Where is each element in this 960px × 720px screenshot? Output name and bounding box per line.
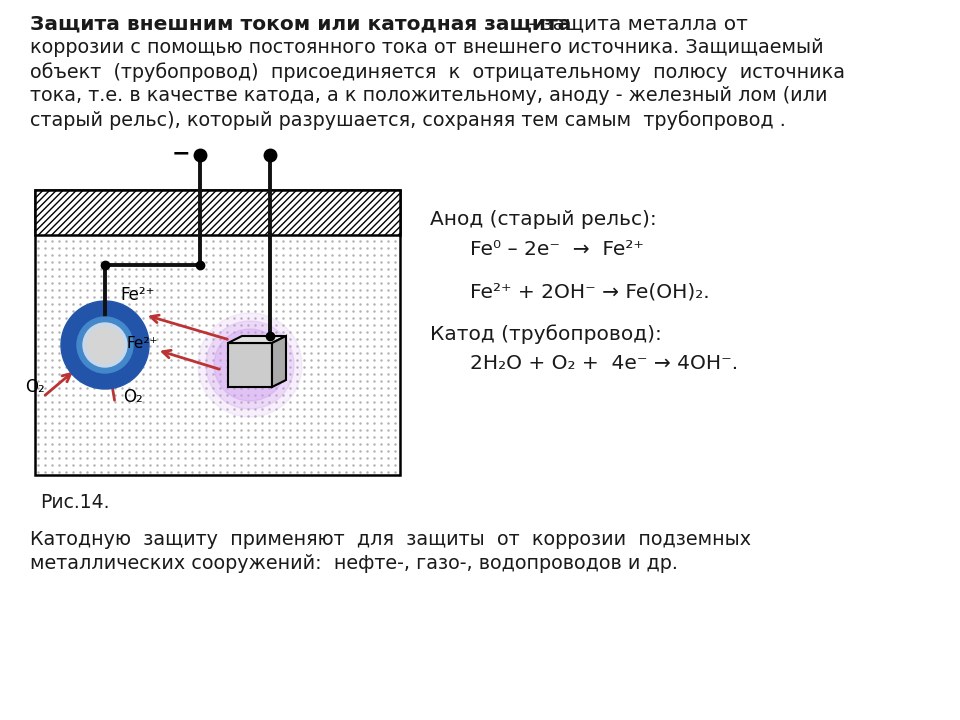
Text: Fe²⁺: Fe²⁺ — [120, 286, 155, 304]
Text: Fe²⁺ + 2OH⁻ → Fe(OH)₂.: Fe²⁺ + 2OH⁻ → Fe(OH)₂. — [470, 282, 709, 301]
Bar — [35, 190, 400, 475]
Text: Защита внешним током или катодная защита: Защита внешним током или катодная защита — [30, 14, 571, 33]
Text: - защита металла от: - защита металла от — [522, 14, 748, 33]
Text: тока, т.е. в качестве катода, а к положительному, аноду - железный лом (или: тока, т.е. в качестве катода, а к положи… — [30, 86, 828, 105]
Text: объект  (трубопровод)  присоединяется  к  отрицательному  полюсу  источника: объект (трубопровод) присоединяется к от… — [30, 62, 845, 81]
Bar — [35, 190, 400, 235]
Text: Fe²⁺: Fe²⁺ — [127, 336, 158, 351]
Bar — [228, 343, 272, 387]
Circle shape — [77, 317, 133, 373]
Circle shape — [198, 313, 302, 417]
Circle shape — [61, 301, 149, 389]
Text: Fe⁰ – 2e⁻  →  Fe²⁺: Fe⁰ – 2e⁻ → Fe²⁺ — [470, 240, 644, 259]
Text: −: − — [172, 143, 190, 163]
Text: Катод (трубопровод):: Катод (трубопровод): — [430, 324, 661, 343]
Text: Катодную  защиту  применяют  для  защиты  от  коррозии  подземных: Катодную защиту применяют для защиты от … — [30, 530, 751, 549]
Circle shape — [214, 329, 286, 401]
Circle shape — [87, 327, 123, 363]
Text: Анод (старый рельс):: Анод (старый рельс): — [430, 210, 657, 229]
Circle shape — [83, 323, 127, 367]
Text: 2H₂O + O₂ +  4e⁻ → 4OH⁻.: 2H₂O + O₂ + 4e⁻ → 4OH⁻. — [470, 354, 738, 373]
Text: Рис.14.: Рис.14. — [40, 493, 109, 512]
Circle shape — [206, 321, 294, 409]
Text: O₂: O₂ — [123, 388, 143, 406]
Text: старый рельс), который разрушается, сохраняя тем самым  трубопровод .: старый рельс), который разрушается, сохр… — [30, 110, 786, 130]
Text: металлических сооружений:  нефте-, газо-, водопроводов и др.: металлических сооружений: нефте-, газо-,… — [30, 554, 678, 573]
Polygon shape — [272, 336, 286, 387]
Text: коррозии с помощью постоянного тока от внешнего источника. Защищаемый: коррозии с помощью постоянного тока от в… — [30, 38, 824, 57]
Polygon shape — [228, 336, 286, 343]
Text: O₂: O₂ — [25, 378, 45, 396]
